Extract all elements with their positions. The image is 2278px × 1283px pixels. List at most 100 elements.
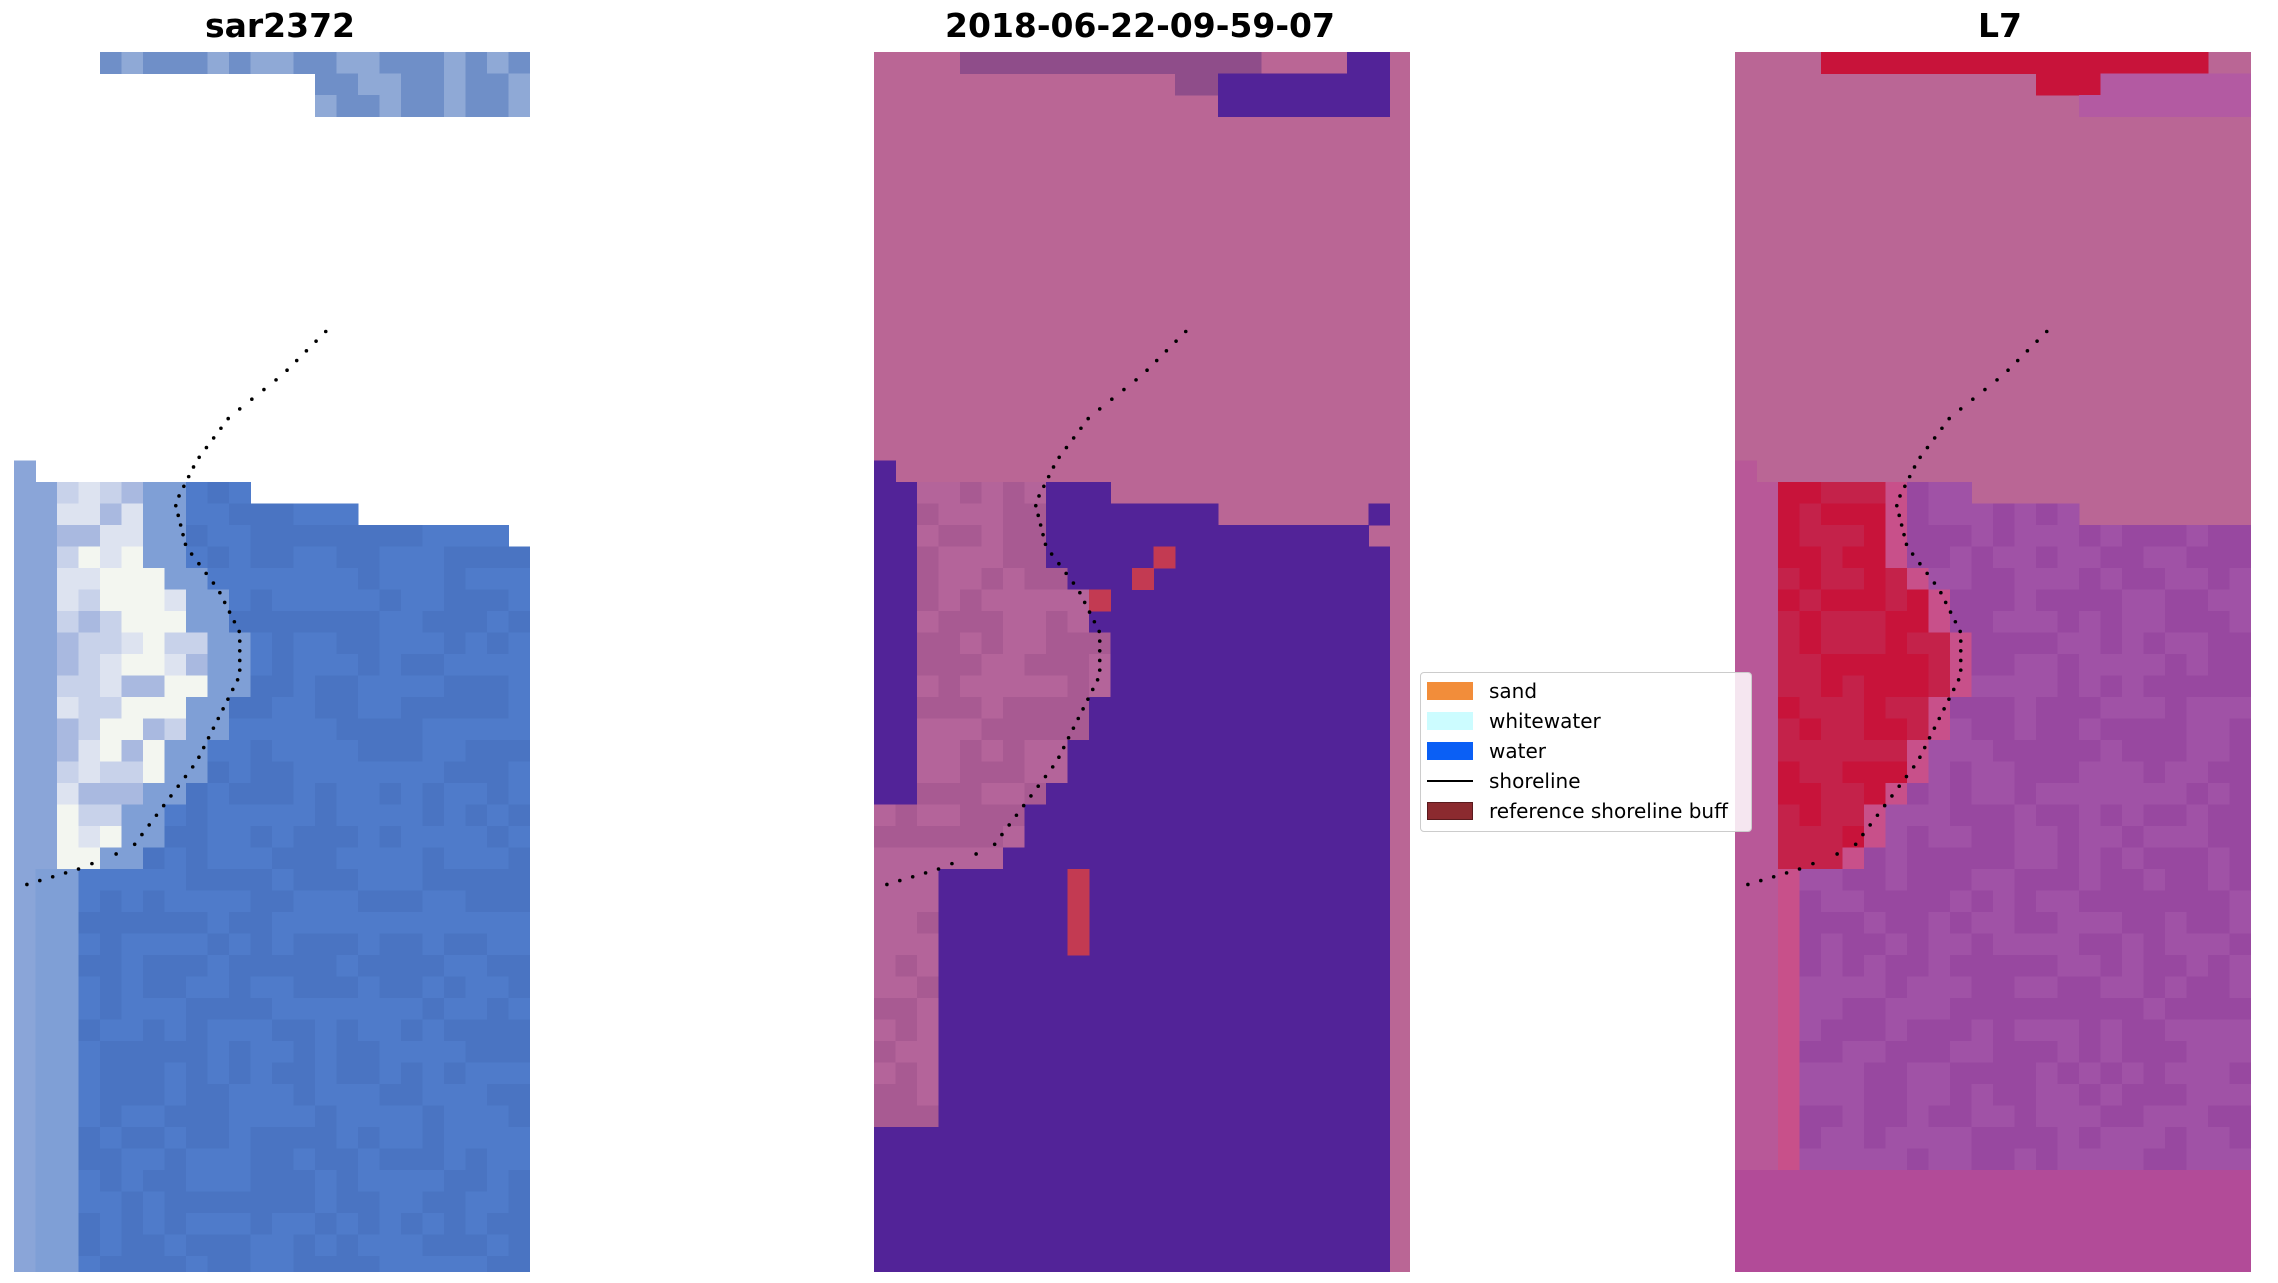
classified-pixel (1003, 1062, 1025, 1085)
classified-pixel (1046, 740, 1068, 762)
rgb-pixel (315, 783, 337, 805)
index-pixel (2165, 1127, 2187, 1149)
shoreline-point (1918, 561, 1922, 566)
classified-pixel (1046, 912, 1068, 934)
legend-label-shoreline: shoreline (1489, 769, 1581, 793)
rgb-pixel (336, 697, 359, 719)
classified-pixel (1067, 1170, 1090, 1192)
rgb-pixel (422, 95, 445, 117)
rgb-pixel (229, 740, 251, 762)
index-pixel (2100, 589, 2123, 612)
rgb-pixel (272, 976, 294, 999)
rgb-pixel (100, 718, 122, 741)
classified-pixel (1347, 525, 1369, 547)
shoreline-point (1082, 600, 1087, 605)
index-pixel (1799, 955, 1822, 977)
index-pixel (1756, 1105, 1779, 1128)
classified-pixel (1175, 955, 1197, 977)
rgb-pixel (422, 976, 445, 999)
classified-pixel (1067, 847, 1090, 870)
classified-pixel (1196, 632, 1219, 655)
rgb-pixel (164, 912, 187, 934)
index-pixel (1735, 912, 1757, 934)
rgb-pixel (164, 1019, 187, 1042)
shoreline-point (314, 339, 318, 343)
classified-pixel (1153, 804, 1176, 827)
classified-pixel (1153, 1234, 1176, 1257)
classified-pixel (1067, 998, 1090, 1020)
index-pixel (1864, 933, 1886, 956)
classified-pixel (1368, 847, 1391, 870)
rgb-pixel (229, 1234, 251, 1257)
classified-pixel (981, 1191, 1004, 1214)
classified-pixel (1024, 1234, 1047, 1257)
index-pixel (1864, 804, 1886, 827)
shoreline-point (1942, 707, 1946, 711)
index-pixel (1799, 1019, 1822, 1042)
shoreline-point (237, 648, 242, 653)
rgb-pixel (229, 52, 251, 74)
classified-pixel (1282, 73, 1305, 96)
index-pixel (1864, 912, 1886, 934)
rgb-pixel (186, 697, 208, 719)
index-pixel (2057, 632, 2080, 655)
shoreline-point (1049, 552, 1054, 556)
index-pixel (1971, 546, 1994, 569)
rgb-pixel (358, 1127, 380, 1149)
rgb-pixel (465, 761, 488, 784)
index-pixel (1756, 503, 1779, 526)
classified-pixel (1046, 697, 1068, 719)
rgb-pixel (186, 568, 208, 590)
index-pixel (2100, 718, 2123, 741)
rgb-pixel (164, 1170, 187, 1192)
rgb-pixel (379, 783, 402, 805)
index-pixel (1821, 482, 1843, 504)
classified-pixel (1304, 1256, 1326, 1272)
index-pixel (1928, 52, 1951, 74)
classified-pixel (1282, 740, 1305, 762)
classified-pixel (1067, 1019, 1090, 1042)
rgb-pixel (186, 718, 208, 741)
index-pixel (1799, 525, 1822, 547)
classified-pixel (938, 568, 961, 590)
index-pixel (2036, 890, 2058, 913)
rgb-pixel (336, 73, 359, 96)
index-pixel (2122, 1213, 2144, 1235)
classified-pixel (1196, 611, 1219, 633)
classified-pixel (1046, 1170, 1068, 1192)
classified-pixel (938, 525, 961, 547)
index-pixel (1799, 1084, 1822, 1106)
index-pixel (2014, 503, 2037, 526)
index-pixel (1971, 675, 1994, 698)
rgb-pixel (508, 955, 530, 977)
classified-pixel (1067, 1062, 1090, 1085)
rgb-pixel (164, 482, 187, 504)
shoreline-point (169, 794, 173, 798)
classified-pixel (1196, 654, 1219, 676)
index-pixel (1735, 1148, 1757, 1171)
rgb-pixel (422, 589, 445, 612)
index-pixel (2100, 1041, 2123, 1063)
rgb-pixel (293, 783, 316, 805)
classified-pixel (1239, 847, 1262, 870)
rgb-pixel (444, 611, 466, 633)
shoreline-point (1943, 600, 1948, 605)
classified-pixel (1089, 1127, 1111, 1149)
classified-pixel (1003, 1019, 1025, 1042)
index-pixel (1864, 998, 1886, 1020)
shoreline-point (1122, 387, 1126, 392)
classified-pixel (1304, 1041, 1326, 1063)
rgb-pixel (487, 869, 509, 891)
rgb-pixel (100, 890, 122, 913)
rgb-pixel (508, 1084, 530, 1106)
shoreline-point (1066, 736, 1071, 740)
classified-pixel (1196, 740, 1219, 762)
classified-pixel (895, 804, 918, 827)
classified-pixel (981, 1234, 1004, 1257)
classified-pixel (895, 654, 918, 676)
index-pixel (2122, 1105, 2144, 1128)
index-pixel (2122, 654, 2144, 676)
index-pixel (1842, 1084, 1865, 1106)
index-image (1735, 52, 2251, 1272)
rgb-pixel (336, 847, 359, 870)
